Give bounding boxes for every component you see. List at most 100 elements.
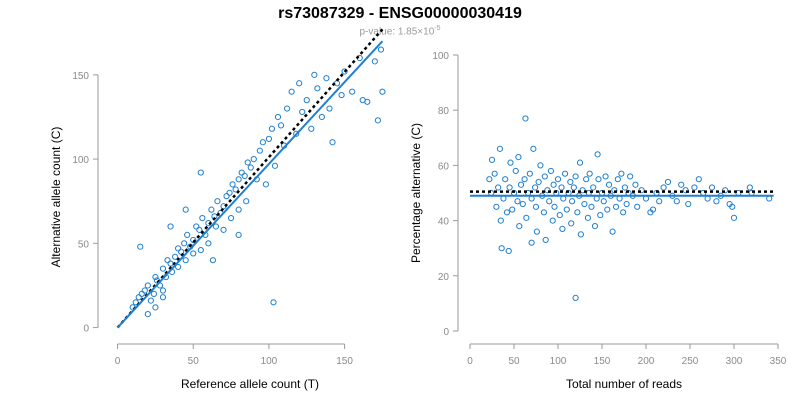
data-point xyxy=(649,206,657,213)
x-tick-label: 100 xyxy=(261,356,278,367)
data-point xyxy=(572,173,579,180)
data-point xyxy=(138,290,145,297)
data-point xyxy=(486,176,493,183)
data-point xyxy=(708,184,716,191)
p-value-text: p-value: 1.85×10 xyxy=(359,26,435,38)
data-point xyxy=(182,206,189,213)
data-point xyxy=(193,223,200,230)
data-point xyxy=(729,203,736,210)
chart-title: rs73087329 - ENSG00000030419 xyxy=(278,5,522,22)
data-point xyxy=(256,147,263,154)
data-point xyxy=(517,181,525,188)
data-point xyxy=(270,299,277,306)
x-axis-label: Total number of reads xyxy=(566,377,682,391)
data-point xyxy=(577,231,584,238)
data-point xyxy=(634,203,641,210)
data-point xyxy=(197,246,204,254)
data-point xyxy=(506,184,513,191)
data-point xyxy=(602,173,609,180)
data-point xyxy=(533,228,540,235)
data-point xyxy=(614,176,621,183)
data-point xyxy=(590,184,597,191)
data-point xyxy=(181,240,188,247)
x-tick-label: 50 xyxy=(188,356,200,367)
data-point xyxy=(209,257,217,264)
data-point xyxy=(746,184,753,191)
data-point xyxy=(235,206,242,213)
data-point xyxy=(199,214,206,222)
data-point xyxy=(532,184,539,191)
data-point xyxy=(595,176,602,183)
data-point xyxy=(618,170,625,177)
data-point xyxy=(338,91,345,99)
data-point xyxy=(175,263,182,271)
data-point xyxy=(150,290,157,297)
data-point xyxy=(296,80,303,87)
data-point xyxy=(600,198,607,205)
data-point xyxy=(516,223,523,230)
data-point xyxy=(374,117,381,124)
data-point xyxy=(184,231,191,239)
data-point xyxy=(502,176,509,183)
data-point xyxy=(144,310,151,318)
data-point xyxy=(505,247,512,255)
data-point xyxy=(379,88,386,95)
data-point xyxy=(220,226,227,233)
data-point xyxy=(579,187,586,194)
data-point xyxy=(190,236,197,244)
data-point xyxy=(326,105,333,112)
data-point xyxy=(497,217,504,224)
data-point xyxy=(232,186,239,193)
data-point xyxy=(586,170,593,177)
data-point xyxy=(164,257,171,264)
data-point xyxy=(549,217,556,224)
data-point xyxy=(563,206,570,213)
data-point xyxy=(167,223,174,230)
data-point xyxy=(190,250,197,257)
data-point xyxy=(503,209,511,216)
data-point xyxy=(235,231,242,239)
data-point xyxy=(226,189,233,196)
data-point xyxy=(152,273,159,281)
data-point xyxy=(559,225,566,232)
data-point xyxy=(197,169,204,176)
data-point xyxy=(673,198,680,205)
data-point xyxy=(241,172,248,180)
data-point xyxy=(135,294,142,301)
data-point xyxy=(535,178,542,186)
data-point xyxy=(293,130,300,137)
data-point xyxy=(137,243,144,250)
data-point xyxy=(377,46,385,53)
data-point xyxy=(314,85,321,92)
data-point xyxy=(581,200,588,208)
data-point xyxy=(528,239,535,246)
data-point xyxy=(584,214,592,221)
data-point xyxy=(182,257,189,264)
data-point xyxy=(526,170,533,177)
data-point xyxy=(171,253,179,260)
x-tick-label: 300 xyxy=(726,356,743,367)
data-point xyxy=(605,181,613,188)
data-point xyxy=(588,203,595,210)
y-tick-label: 0 xyxy=(83,324,89,335)
data-point xyxy=(349,88,356,95)
data-point xyxy=(623,200,630,208)
data-point xyxy=(303,97,310,104)
data-point xyxy=(597,211,604,219)
data-point xyxy=(547,167,555,175)
data-point xyxy=(678,181,685,188)
data-point xyxy=(159,294,167,301)
data-point xyxy=(147,297,154,304)
data-point xyxy=(730,214,738,221)
data-point xyxy=(568,198,576,205)
data-point xyxy=(498,245,505,252)
y-tick-label: 0 xyxy=(443,327,449,338)
data-point xyxy=(515,154,522,161)
data-point xyxy=(574,209,581,216)
data-point xyxy=(656,198,663,205)
data-point xyxy=(609,228,616,235)
x-tick-label: 0 xyxy=(467,356,473,367)
data-point xyxy=(512,167,519,175)
data-point xyxy=(558,184,565,191)
chart-panel-2: 0 50 100 150 200 250 300 350 0 20 40 60 80 100 Total n… xyxy=(409,51,787,391)
